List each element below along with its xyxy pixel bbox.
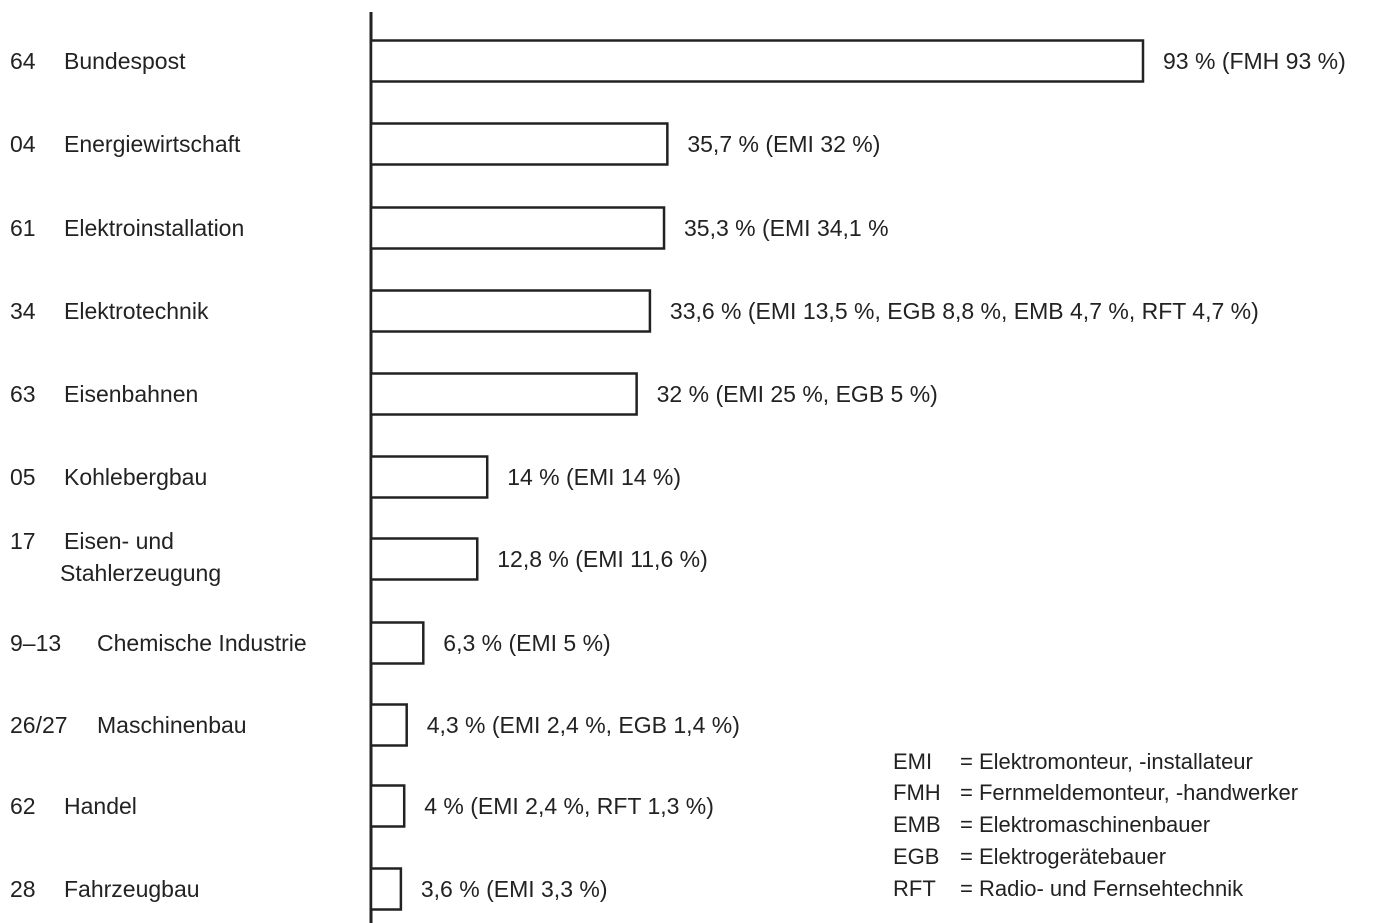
category-code-5: 05 [10, 464, 36, 490]
category-name-3: Elektrotechnik [64, 298, 209, 324]
legend-abbr-emi: EMI [893, 749, 932, 774]
bar-9 [369, 784, 406, 828]
legend-text-emi: = Elektromonteur, -installateur [960, 749, 1253, 774]
legend-abbr-fmh: FMH [893, 780, 941, 805]
bar-10 [369, 867, 403, 911]
category-name-0: Bundespost [64, 48, 186, 74]
category-labels: 64 Bundespost 04 Energiewirtschaft 61 Elektro… [10, 48, 307, 902]
category-code-0: 64 [10, 48, 36, 74]
category-code-7: 9–13 [10, 630, 61, 656]
category-code-1: 04 [10, 131, 36, 157]
category-name-6-line-1: Stahlerzeugung [60, 560, 221, 586]
category-name-5: Kohlebergbau [64, 464, 207, 490]
bar-2 [369, 206, 666, 250]
category-name-9: Handel [64, 793, 137, 819]
value-label-5: 14 % (EMI 14 %) [507, 464, 681, 490]
value-label-2: 35,3 % (EMI 34,1 % [684, 215, 889, 241]
value-label-3: 33,6 % (EMI 13,5 %, EGB 8,8 %, EMB 4,7 %… [670, 298, 1259, 324]
value-label-0: 93 % (FMH 93 %) [1163, 48, 1346, 74]
legend-text-egb: = Elektrogerätebauer [960, 844, 1166, 869]
value-label-9: 4 % (EMI 2,4 %, RFT 1,3 %) [424, 793, 714, 819]
value-labels: 93 % (FMH 93 %) 35,7 % (EMI 32 %) 35,3 % (… [421, 48, 1346, 902]
category-code-3: 34 [10, 298, 36, 324]
value-label-10: 3,6 % (EMI 3,3 %) [421, 876, 608, 902]
value-label-1: 35,7 % (EMI 32 %) [687, 131, 880, 157]
category-name-8: Maschinenbau [97, 712, 247, 738]
category-name-4: Eisenbahnen [64, 381, 198, 407]
category-code-9: 62 [10, 793, 36, 819]
bar-1 [369, 122, 669, 166]
legend: EMI = Elektromonteur, -installateur FMH = F… [893, 749, 1298, 901]
bar-5 [369, 455, 489, 499]
bar-0 [369, 39, 1145, 83]
legend-text-fmh: = Fernmeldemonteur, -handwerker [960, 780, 1298, 805]
category-code-4: 63 [10, 381, 36, 407]
value-label-8: 4,3 % (EMI 2,4 %, EGB 1,4 %) [427, 712, 740, 738]
category-name-7: Chemische Industrie [97, 630, 307, 656]
category-code-10: 28 [10, 876, 36, 902]
bar-6 [369, 537, 479, 581]
legend-abbr-rft: RFT [893, 876, 936, 901]
value-label-6: 12,8 % (EMI 11,6 %) [497, 546, 708, 572]
legend-text-rft: = Radio- und Fernsehtechnik [960, 876, 1244, 901]
category-code-2: 61 [10, 215, 36, 241]
category-name-1: Energiewirtschaft [64, 131, 241, 157]
value-label-4: 32 % (EMI 25 %, EGB 5 %) [657, 381, 938, 407]
category-name-10: Fahrzeugbau [64, 876, 200, 902]
bar-3 [369, 289, 652, 333]
bar-7 [369, 621, 425, 665]
bar-8 [369, 703, 408, 747]
legend-abbr-emb: EMB [893, 812, 941, 837]
bars-group [369, 39, 1145, 911]
legend-text-emb: = Elektromaschinenbauer [960, 812, 1210, 837]
category-name-6-line-0: Eisen- und [64, 528, 174, 554]
category-code-6: 17 [10, 528, 36, 554]
value-label-7: 6,3 % (EMI 5 %) [443, 630, 610, 656]
category-code-8: 26/27 [10, 712, 68, 738]
legend-abbr-egb: EGB [893, 844, 939, 869]
category-name-2: Elektroinstallation [64, 215, 244, 241]
bar-4 [369, 372, 638, 416]
